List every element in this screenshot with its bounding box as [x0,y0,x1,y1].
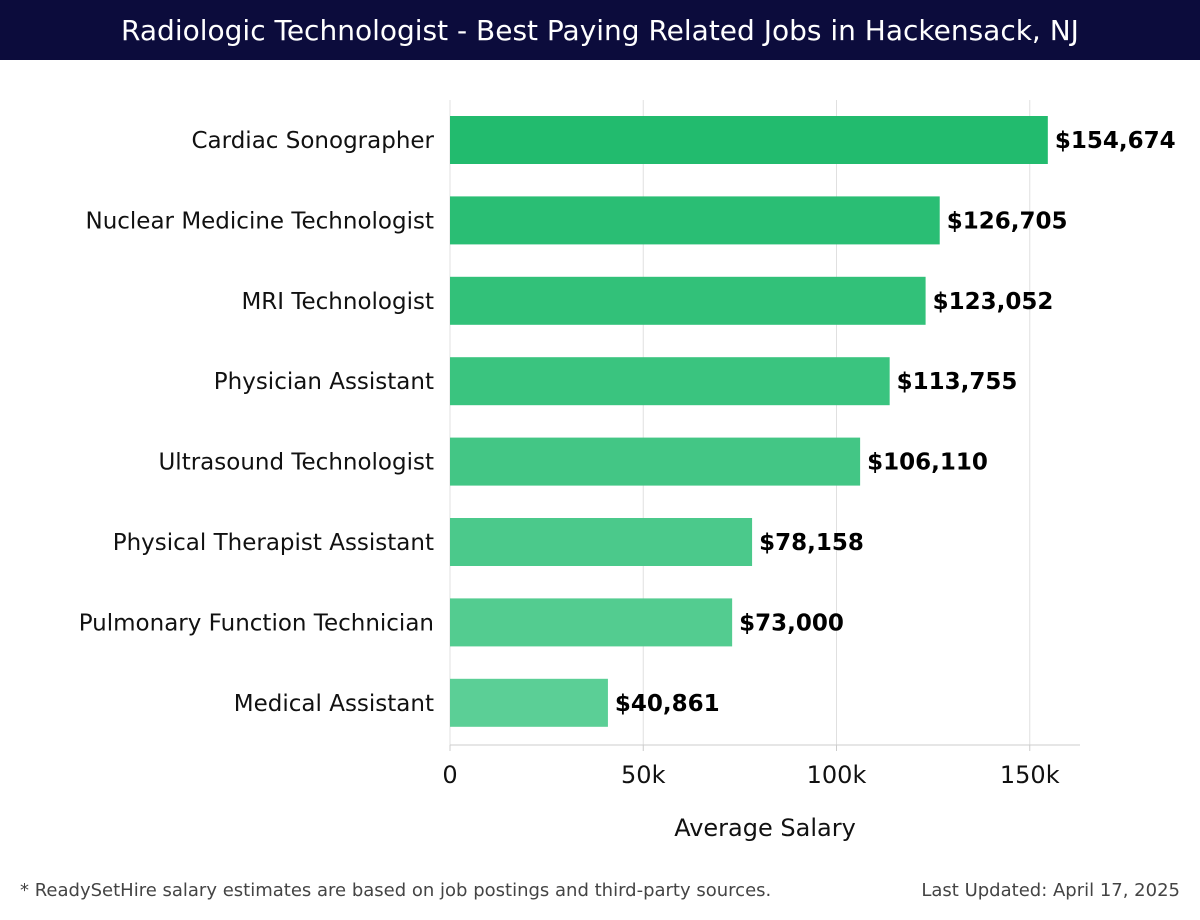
value-label: $73,000 [739,610,844,636]
category-label: Cardiac Sonographer [192,128,435,154]
value-label: $123,052 [933,289,1054,315]
title-bar: Radiologic Technologist - Best Paying Re… [0,0,1200,60]
value-label: $78,158 [759,530,864,556]
x-axis-title: Average Salary [674,814,856,842]
bar [450,196,940,245]
bar [450,116,1048,164]
value-label: $40,861 [615,691,720,717]
category-label: Nuclear Medicine Technologist [85,208,434,234]
value-labels: $154,674 $126,705 $123,052 $113,755 $106,110… [615,128,1176,717]
value-label: $113,755 [897,369,1018,395]
footer-note: * ReadySetHire salary estimates are base… [20,880,772,901]
category-labels: Cardiac Sonographer Nuclear Medicine Tech… [79,128,435,717]
bars [450,116,1048,727]
category-label: Pulmonary Function Technician [79,610,434,636]
last-updated: Last Updated: April 17, 2025 [921,880,1180,901]
salary-bar-chart: Cardiac Sonographer Nuclear Medicine Tech… [79,100,1176,842]
x-tick-label: 0 [442,761,457,789]
category-label: MRI Technologist [241,289,434,315]
bar [450,598,733,647]
category-label: Physician Assistant [214,369,434,395]
category-label: Ultrasound Technologist [158,450,434,476]
x-tick-label: 100k [807,761,867,789]
value-label: $106,110 [867,450,988,476]
bar [450,437,861,486]
value-label: $126,705 [947,208,1068,234]
x-axis-ticks: 0 50k 100k 150k [442,744,1080,789]
chart-title: Radiologic Technologist - Best Paying Re… [121,13,1079,47]
value-label: $154,674 [1055,128,1176,154]
category-label: Physical Therapist Assistant [113,530,434,556]
x-tick-label: 150k [1000,761,1060,789]
bar [450,518,753,566]
bar [450,357,890,406]
bar [450,678,608,727]
x-tick-label: 50k [621,761,666,789]
category-label: Medical Assistant [234,691,434,717]
bar [450,276,926,325]
